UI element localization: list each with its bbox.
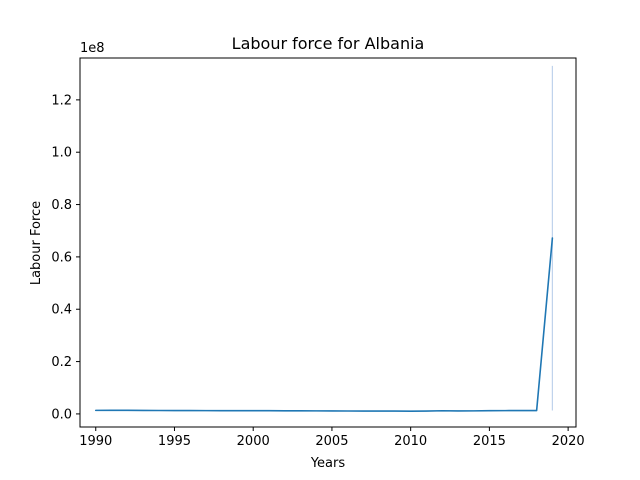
x-tick-label: 2020 — [552, 434, 585, 449]
x-tick-label: 2000 — [237, 434, 270, 449]
y-tick-label: 0.6 — [51, 250, 72, 265]
plot-area — [94, 65, 554, 412]
y-tick-label: 1.2 — [51, 93, 72, 108]
x-axis-label: Years — [310, 456, 346, 471]
axes: 1990 1995 2000 2005 2010 2015 2020 0.0 0.2 0.4 0.6… — [51, 57, 585, 449]
x-tick-label: 1995 — [158, 434, 191, 449]
series-line-0 — [94, 237, 554, 412]
x-tick-label: 1990 — [79, 434, 112, 449]
x-tick-label: 2015 — [473, 434, 506, 449]
x-tick-label: 2005 — [315, 434, 348, 449]
axes-frame — [79, 57, 577, 428]
y-tick-label: 0.2 — [51, 355, 72, 370]
y-axis-offset-label: 1e8 — [80, 41, 105, 56]
y-axis-label: Labour Force — [29, 201, 44, 285]
y-tick-label: 1.0 — [51, 146, 72, 161]
y-tick-label: 0.0 — [51, 407, 72, 422]
y-tick-label: 0.8 — [51, 198, 72, 213]
x-tick-label: 2010 — [394, 434, 427, 449]
chart-title: Labour force for Albania — [232, 34, 425, 53]
y-tick-label: 0.4 — [51, 303, 72, 318]
